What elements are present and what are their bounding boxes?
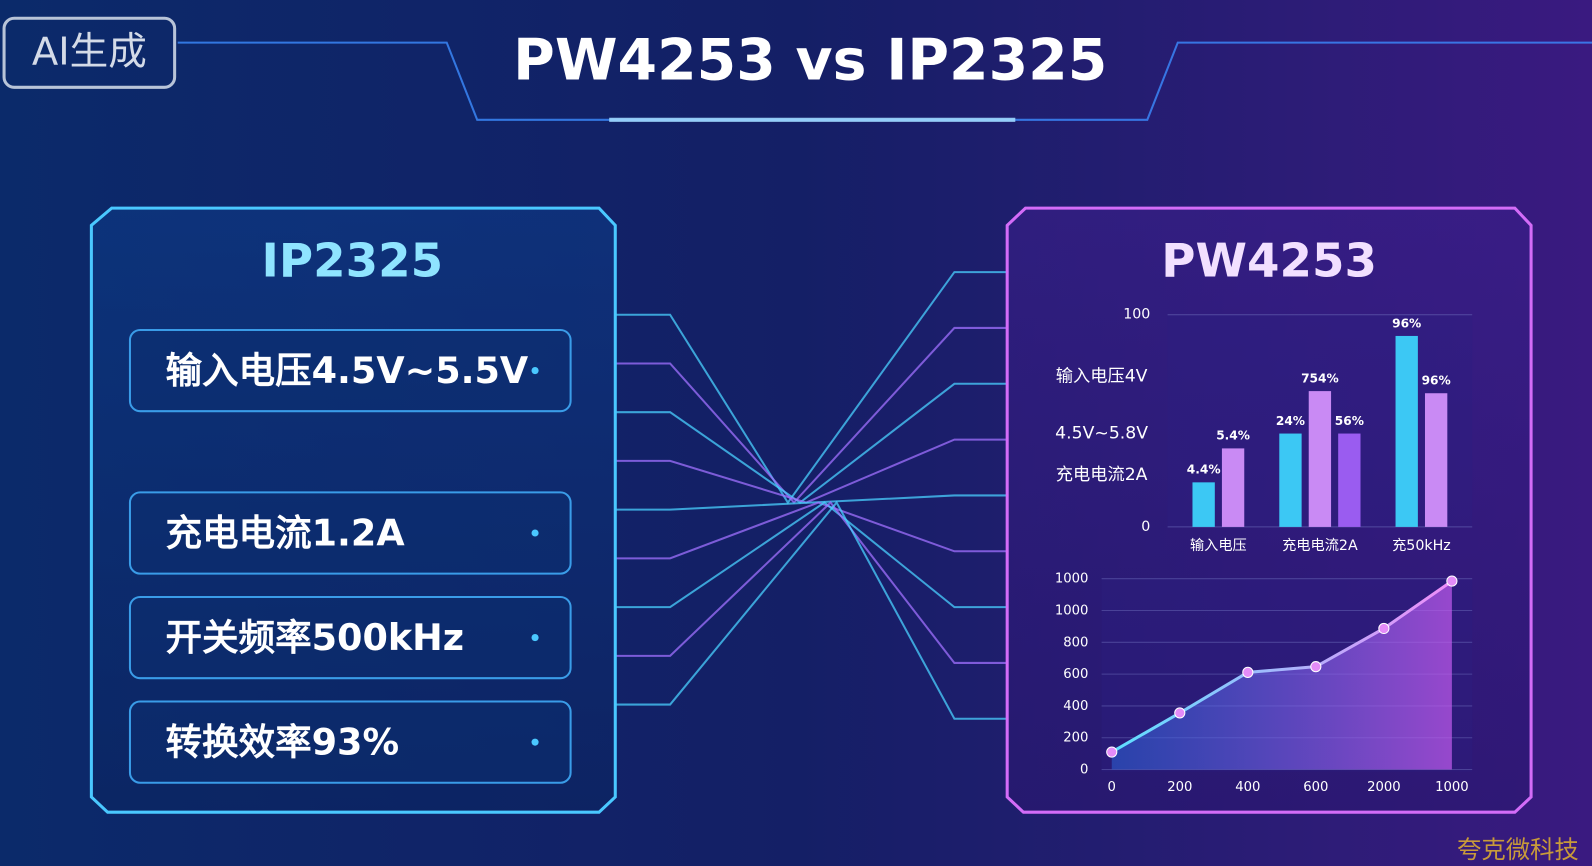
y-tick-label: 0 [1080, 763, 1088, 778]
bar-annotation: 24% [1276, 414, 1305, 428]
badge-box [2, 16, 177, 89]
connector-line [615, 494, 1008, 511]
y-tick-label: 800 [1063, 635, 1088, 650]
y-tick-label: 200 [1063, 731, 1088, 746]
right-panel-title: PW4253 [1161, 234, 1377, 288]
point [1310, 661, 1322, 673]
y-tick-label: 400 [1063, 699, 1088, 714]
badge: AI生成 [32, 29, 147, 74]
connector-line [615, 501, 1008, 560]
bar [1308, 391, 1332, 527]
item-dot [531, 529, 539, 537]
point [1378, 622, 1390, 635]
item-box [128, 491, 572, 575]
point [1242, 666, 1254, 678]
bar-annotation: 96% [1422, 374, 1451, 388]
item-text: 输入电压4.5V~5.5V [165, 349, 528, 392]
point [1446, 575, 1458, 587]
item-text: 开关频率500kHz [165, 616, 464, 659]
point [1174, 707, 1186, 719]
watermark: 夸克微科技 [1457, 835, 1579, 864]
item-text: 转换效率93% [165, 721, 399, 764]
item-box [128, 328, 572, 413]
y-tick-label: 100 [1123, 307, 1150, 323]
line [1111, 579, 1453, 754]
x-tick-label: 600 [1303, 780, 1328, 795]
item-dot [531, 634, 539, 642]
bar-annotation: 754% [1301, 371, 1339, 385]
side-label: 充电电流2A [1056, 465, 1148, 485]
y-tick-label: 0 [1141, 519, 1150, 535]
point [1106, 746, 1118, 758]
bar [1395, 335, 1418, 527]
bar [1221, 448, 1245, 527]
title: PW4253 vs IP2325 [513, 28, 1107, 94]
left-panel-title: IP2325 [262, 234, 444, 288]
bar [1192, 482, 1215, 527]
item-dot [531, 367, 539, 375]
side-label: 输入电压4V [1056, 367, 1148, 387]
bar [1424, 393, 1448, 527]
y-tick-label: 600 [1063, 667, 1088, 682]
item-text: 充电电流1.2A [165, 512, 405, 555]
decoration [177, 41, 1592, 720]
connector-line [615, 271, 1008, 505]
area [1111, 581, 1452, 770]
x-tick-label: 0 [1108, 780, 1116, 795]
x-tick-label: 充50kHz [1392, 537, 1451, 554]
bar [1279, 433, 1302, 527]
connector-line [615, 501, 1008, 664]
item-box [128, 700, 572, 784]
bar-annotation: 96% [1392, 316, 1421, 330]
x-tick-label: 充电电流2A [1282, 537, 1358, 554]
bar-annotation: 56% [1335, 414, 1364, 428]
side-label: 4.5V~5.8V [1055, 424, 1148, 444]
bar-annotation: 5.4% [1216, 429, 1250, 443]
x-tick-label: 200 [1167, 780, 1192, 795]
item-dot [531, 738, 539, 746]
connector-line [615, 501, 1008, 609]
x-tick-label: 输入电压 [1190, 537, 1247, 554]
y-tick-label: 1000 [1055, 603, 1089, 618]
x-tick-label: 400 [1235, 780, 1260, 795]
x-tick-label: 1000 [1435, 780, 1469, 795]
y-tick-label: 1000 [1055, 572, 1089, 587]
item-box [128, 595, 572, 680]
bar-annotation: 4.4% [1187, 463, 1221, 477]
connector-line [615, 500, 1008, 720]
bar [1338, 433, 1361, 527]
x-tick-label: 2000 [1367, 780, 1401, 795]
